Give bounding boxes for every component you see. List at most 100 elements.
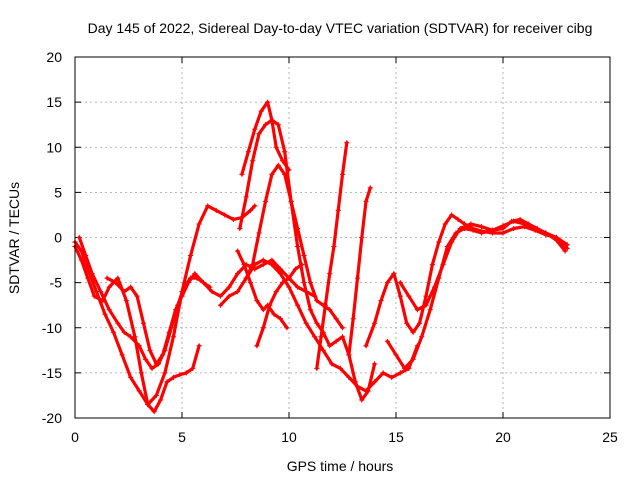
series-line bbox=[255, 263, 304, 348]
data-point bbox=[119, 352, 125, 358]
data-point bbox=[416, 320, 423, 326]
data-point bbox=[391, 271, 397, 277]
data-point bbox=[256, 131, 262, 137]
data-point bbox=[339, 334, 346, 340]
data-point bbox=[200, 280, 206, 286]
data-point bbox=[254, 343, 260, 349]
data-point bbox=[327, 307, 333, 313]
x-tick-label: 15 bbox=[388, 429, 404, 445]
data-point bbox=[401, 365, 408, 371]
data-point bbox=[89, 271, 95, 277]
y-tick-label: 15 bbox=[46, 94, 62, 110]
data-point bbox=[397, 280, 403, 286]
series-arc10 bbox=[254, 261, 305, 349]
x-tick-label: 25 bbox=[602, 429, 618, 445]
y-tick-label: -5 bbox=[50, 275, 63, 291]
data-point bbox=[187, 252, 194, 259]
data-point bbox=[350, 316, 356, 322]
data-point bbox=[277, 271, 284, 277]
data-series bbox=[72, 99, 570, 415]
data-point bbox=[217, 302, 224, 308]
data-point bbox=[140, 320, 147, 326]
data-point bbox=[423, 293, 429, 299]
y-tick-label: -10 bbox=[42, 320, 62, 336]
data-point bbox=[235, 271, 241, 277]
y-tick-label: -20 bbox=[42, 410, 62, 426]
data-point bbox=[106, 307, 112, 313]
data-point bbox=[83, 252, 89, 259]
data-point bbox=[269, 171, 275, 177]
data-point bbox=[511, 225, 517, 232]
data-point bbox=[410, 356, 416, 362]
data-point bbox=[153, 361, 159, 367]
data-point bbox=[288, 198, 294, 204]
series-arc2 bbox=[72, 203, 258, 408]
data-point bbox=[329, 361, 335, 367]
y-tick-label: 10 bbox=[46, 139, 62, 155]
data-point bbox=[98, 289, 104, 295]
data-point bbox=[177, 372, 183, 378]
data-point bbox=[389, 374, 395, 380]
data-point bbox=[226, 293, 232, 299]
data-point bbox=[404, 320, 410, 326]
x-tick-label: 10 bbox=[281, 429, 297, 445]
data-point bbox=[269, 257, 275, 263]
data-point bbox=[393, 352, 399, 358]
data-point bbox=[468, 221, 474, 227]
data-point bbox=[128, 374, 134, 380]
data-point bbox=[102, 311, 108, 317]
data-point bbox=[273, 144, 279, 150]
data-point bbox=[294, 284, 301, 290]
data-point bbox=[121, 329, 127, 335]
data-point bbox=[172, 307, 179, 313]
data-point bbox=[254, 298, 260, 304]
data-point bbox=[372, 361, 378, 367]
data-point bbox=[121, 289, 127, 295]
data-point bbox=[269, 261, 275, 268]
data-point bbox=[427, 307, 433, 313]
data-point bbox=[442, 221, 448, 227]
data-point bbox=[517, 216, 523, 223]
data-point bbox=[252, 203, 258, 209]
data-point bbox=[301, 252, 307, 259]
data-point bbox=[367, 185, 373, 191]
data-point bbox=[76, 234, 82, 241]
data-point bbox=[303, 320, 309, 326]
series-arc8 bbox=[237, 117, 378, 403]
data-point bbox=[284, 325, 290, 331]
y-axis-label: SDTVAR / TECUs bbox=[6, 182, 22, 294]
data-point bbox=[500, 230, 506, 236]
data-point bbox=[209, 289, 215, 295]
series-arc12 bbox=[346, 185, 373, 358]
data-point bbox=[359, 397, 365, 403]
data-point bbox=[352, 379, 358, 385]
grid bbox=[75, 57, 610, 418]
data-point bbox=[322, 302, 328, 308]
data-point bbox=[277, 316, 284, 322]
data-point bbox=[123, 298, 129, 304]
data-point bbox=[160, 352, 166, 358]
data-point bbox=[363, 198, 369, 204]
x-tick-label: 5 bbox=[178, 429, 186, 445]
data-point bbox=[429, 261, 435, 268]
data-point bbox=[346, 374, 352, 380]
data-point bbox=[331, 243, 337, 250]
data-point bbox=[115, 320, 121, 326]
data-point bbox=[143, 356, 149, 362]
data-point bbox=[479, 230, 485, 236]
x-tick-label: 20 bbox=[495, 429, 511, 445]
data-point bbox=[384, 338, 391, 344]
data-point bbox=[267, 302, 273, 308]
y-tick-label: -15 bbox=[42, 365, 62, 381]
series-line bbox=[105, 258, 317, 366]
data-point bbox=[265, 99, 271, 105]
data-point bbox=[250, 158, 256, 164]
data-point bbox=[256, 230, 262, 236]
data-point bbox=[314, 298, 320, 304]
data-point bbox=[440, 261, 446, 268]
data-point bbox=[344, 140, 350, 146]
series-arc11 bbox=[314, 140, 350, 371]
data-point bbox=[339, 171, 346, 177]
data-point bbox=[307, 280, 313, 286]
